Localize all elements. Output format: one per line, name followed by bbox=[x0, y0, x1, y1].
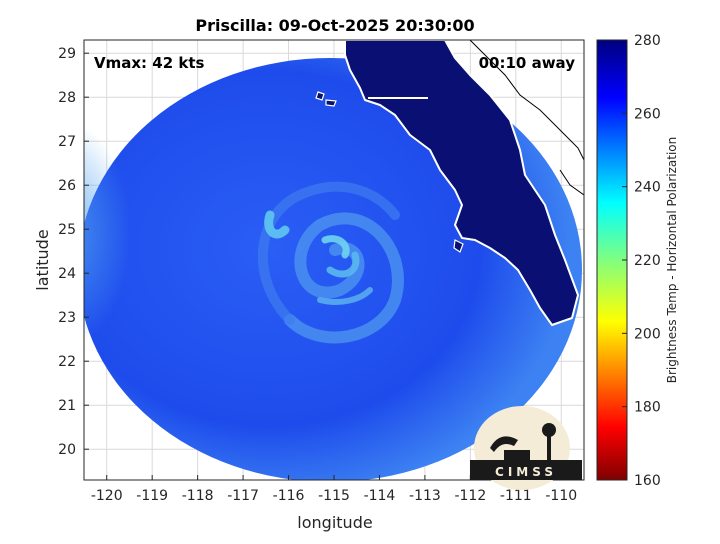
logo-dish-icon bbox=[490, 436, 518, 452]
cimss-logo: CIMSS bbox=[470, 406, 582, 490]
colorbar-tick-label: 220 bbox=[634, 253, 661, 269]
logo-text: CIMSS bbox=[495, 465, 557, 479]
x-tick-label: -115 bbox=[318, 488, 350, 504]
island bbox=[453, 239, 464, 253]
colorbar-tick-label: 260 bbox=[634, 106, 661, 122]
x-axis-ticks: -120 -119 -118 -117 -116 -115 -114 -113 -112 -111… bbox=[91, 475, 577, 504]
logo-banner bbox=[470, 460, 582, 480]
x-tick-label: -113 bbox=[409, 488, 441, 504]
x-tick-label: -117 bbox=[227, 488, 259, 504]
logo-building-icon bbox=[504, 450, 530, 462]
y-tick-label: 26 bbox=[58, 178, 76, 194]
y-tick-label: 25 bbox=[58, 222, 76, 238]
y-axis-label: latitude bbox=[33, 229, 52, 290]
y-tick-label: 24 bbox=[58, 266, 76, 282]
logo-water-tank-icon bbox=[542, 423, 556, 437]
x-tick-label: -111 bbox=[500, 488, 532, 504]
colorbar-tick-label: 180 bbox=[634, 400, 661, 416]
baja-california-land bbox=[344, 40, 579, 326]
y-tick-label: 23 bbox=[58, 310, 76, 326]
x-tick-label: -118 bbox=[182, 488, 214, 504]
colorbar-tick-label: 240 bbox=[634, 180, 661, 196]
y-tick-label: 28 bbox=[58, 90, 76, 106]
swath-west-brightening bbox=[84, 90, 230, 410]
x-tick-label: -119 bbox=[136, 488, 168, 504]
x-tick-label: -120 bbox=[91, 488, 123, 504]
y-tick-label: 22 bbox=[58, 354, 76, 370]
y-tick-label: 21 bbox=[58, 398, 76, 414]
island bbox=[325, 99, 337, 107]
x-axis-label: longitude bbox=[297, 513, 372, 532]
colorbar-ticks: 160 180 200 220 240 260 280 bbox=[622, 33, 661, 489]
logo-tower-icon bbox=[547, 432, 551, 460]
colorbar-label: Brightness Temp - Horizontal Polarizatio… bbox=[665, 137, 679, 384]
island bbox=[315, 91, 325, 101]
y-tick-label: 27 bbox=[58, 134, 76, 150]
x-tick-label: -110 bbox=[545, 488, 577, 504]
mainland-coastline-2 bbox=[559, 169, 584, 196]
x-tick-label: -116 bbox=[273, 488, 305, 504]
x-tick-label: -114 bbox=[364, 488, 396, 504]
x-tick-label: -112 bbox=[454, 488, 486, 504]
y-axis-ticks: 20 21 22 23 24 25 26 27 28 29 bbox=[58, 46, 89, 458]
y-tick-label: 20 bbox=[58, 442, 76, 458]
vmax-annotation: Vmax: 42 kts bbox=[94, 54, 204, 72]
time-away-annotation: 00:10 away bbox=[479, 54, 576, 72]
y-tick-label: 29 bbox=[58, 46, 76, 62]
spiral-bands bbox=[257, 181, 404, 344]
figure-title: Priscilla: 09-Oct-2025 20:30:00 bbox=[195, 16, 474, 35]
colorbar-tick-label: 200 bbox=[634, 326, 661, 342]
colorbar-tick-label: 280 bbox=[634, 33, 661, 49]
colorbar-tick-label: 160 bbox=[634, 473, 661, 489]
mainland-coastline bbox=[469, 40, 584, 161]
microwave-swath bbox=[84, 40, 584, 480]
